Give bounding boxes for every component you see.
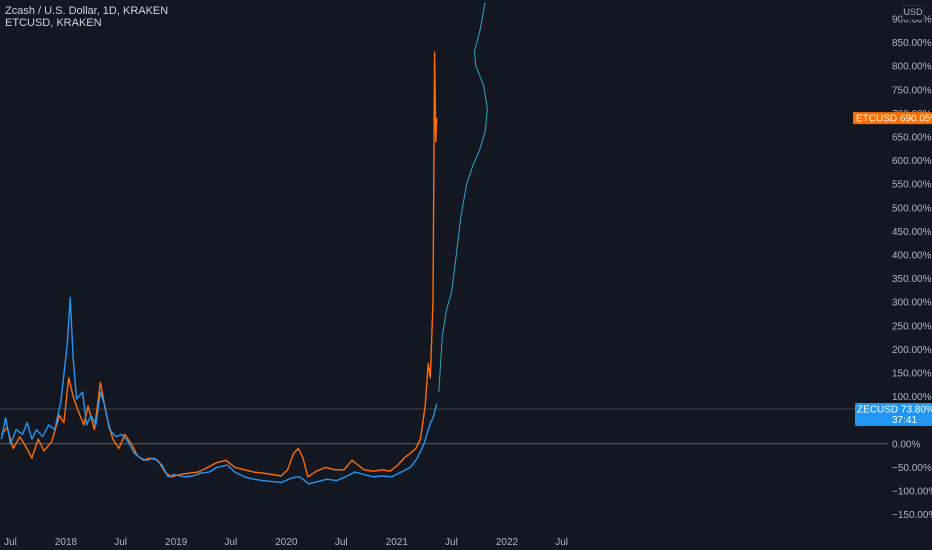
price-axis[interactable]: 900.00%850.00%800.00%750.00%700.00%650.0… bbox=[892, 15, 932, 522]
chart-title[interactable]: Zcash / U.S. Dollar, 1D, KRAKEN bbox=[5, 5, 169, 17]
y-tick-label: 0.00% bbox=[892, 439, 920, 450]
zec-price-tag-label: ZECUSD 73.80% bbox=[857, 404, 932, 415]
y-tick-label: 800.00% bbox=[892, 62, 932, 73]
x-tick-label: Jul bbox=[114, 537, 127, 548]
y-tick-label: 350.00% bbox=[892, 274, 932, 285]
y-tick-label: 200.00% bbox=[892, 345, 932, 356]
y-tick-label: 600.00% bbox=[892, 156, 932, 167]
y-tick-label: 150.00% bbox=[892, 369, 932, 380]
y-tick-label: 750.00% bbox=[892, 85, 932, 96]
x-tick-label: 2019 bbox=[165, 537, 188, 548]
time-axis[interactable]: Jul 2018 Jul 2019 Jul 2020 Jul 2021 Jul 2022 Jul bbox=[4, 537, 568, 548]
x-tick-label: Jul bbox=[445, 537, 458, 548]
y-tick-label: 250.00% bbox=[892, 321, 932, 332]
series-line-etcusd bbox=[0, 51, 438, 478]
y-tick-label: −150.00% bbox=[892, 510, 932, 521]
y-tick-label: 550.00% bbox=[892, 180, 932, 191]
zec-price-tag bbox=[855, 402, 932, 426]
etc-price-tag-label: ETCUSD 690.05% bbox=[856, 114, 932, 125]
series-line-projection bbox=[438, 2, 488, 392]
chart-series bbox=[0, 2, 488, 485]
y-tick-label: 850.00% bbox=[892, 38, 932, 49]
y-tick-label: 450.00% bbox=[892, 227, 932, 238]
currency-label[interactable]: USD bbox=[902, 5, 924, 20]
chart-grid bbox=[0, 408, 888, 445]
x-tick-label: Jul bbox=[335, 537, 348, 548]
y-tick-label: 500.00% bbox=[892, 203, 932, 214]
etc-price-tag bbox=[853, 112, 932, 125]
y-tick-label: 400.00% bbox=[892, 251, 932, 262]
zec-countdown: 37:41 bbox=[892, 415, 917, 426]
compare-symbol-label[interactable]: ETCUSD, KRAKEN bbox=[5, 17, 102, 29]
y-tick-label: 650.00% bbox=[892, 133, 932, 144]
x-tick-label: 2018 bbox=[55, 537, 78, 548]
y-tick-label: 300.00% bbox=[892, 298, 932, 309]
x-tick-label: 2021 bbox=[386, 537, 409, 548]
y-tick-label: −100.00% bbox=[892, 487, 932, 498]
x-tick-label: 2022 bbox=[496, 537, 519, 548]
x-tick-label: 2020 bbox=[275, 537, 298, 548]
x-tick-label: Jul bbox=[224, 537, 237, 548]
y-tick-label: 900.00% bbox=[892, 15, 932, 26]
series-line-zecusd bbox=[0, 296, 438, 485]
y-tick-label: −50.00% bbox=[892, 463, 932, 474]
y-tick-label: 100.00% bbox=[892, 392, 932, 403]
x-tick-label: Jul bbox=[555, 537, 568, 548]
x-tick-label: Jul bbox=[4, 537, 17, 548]
price-tags: ETCUSD 690.05% ZECUSD 73.80%37:41 bbox=[853, 112, 932, 426]
